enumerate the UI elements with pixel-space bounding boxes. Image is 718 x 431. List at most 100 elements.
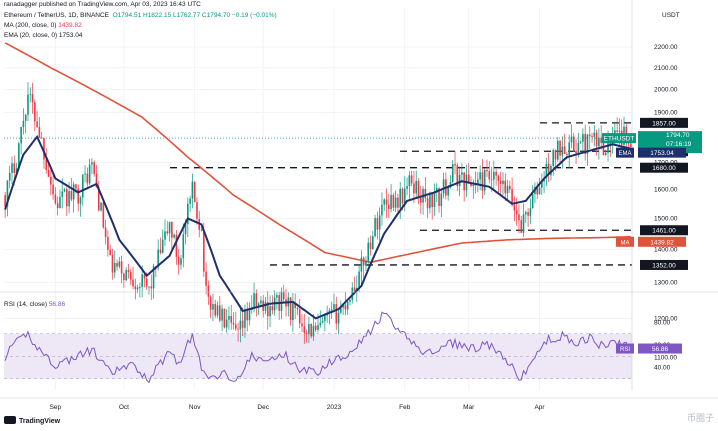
candle bbox=[298, 299, 301, 329]
tag-box bbox=[638, 147, 686, 158]
candle-body bbox=[104, 227, 107, 238]
tradingview-brand[interactable]: TradingView bbox=[4, 416, 60, 425]
candle-body bbox=[346, 301, 349, 310]
candle bbox=[346, 299, 349, 315]
ma-legend[interactable]: MA (200, close, 0) 1439.82 bbox=[4, 22, 82, 29]
candle bbox=[266, 290, 269, 330]
candle-body bbox=[518, 214, 520, 221]
candle-body bbox=[56, 203, 59, 209]
candle-body bbox=[173, 234, 175, 238]
candle-body bbox=[360, 257, 363, 272]
candle-body bbox=[264, 302, 267, 311]
candle-body bbox=[310, 324, 312, 337]
level-tag bbox=[640, 162, 688, 173]
candle-body bbox=[595, 132, 598, 147]
candle-body bbox=[369, 242, 372, 249]
candle bbox=[506, 179, 509, 201]
candle bbox=[54, 187, 57, 205]
candle bbox=[623, 116, 625, 148]
candle bbox=[360, 250, 363, 285]
candle-body bbox=[97, 187, 100, 211]
candle bbox=[442, 172, 445, 199]
candle bbox=[531, 185, 534, 209]
candle-body bbox=[303, 326, 306, 333]
candle bbox=[276, 292, 278, 310]
candle-body bbox=[13, 163, 16, 173]
candle bbox=[465, 164, 468, 197]
rsi-legend[interactable]: RSI (14, close) 56.86 bbox=[4, 301, 66, 308]
candle bbox=[563, 133, 566, 155]
candle-body bbox=[196, 202, 198, 220]
candle bbox=[392, 193, 395, 211]
level-label: 1352.00 bbox=[652, 262, 676, 269]
candle bbox=[118, 256, 121, 269]
candle-body bbox=[50, 176, 52, 185]
price-tick-label: 2200.00 bbox=[654, 44, 678, 51]
candle bbox=[246, 301, 249, 332]
candle-body bbox=[93, 162, 96, 174]
candle bbox=[467, 162, 470, 183]
candle-body bbox=[134, 286, 137, 290]
ma-200-line bbox=[4, 42, 631, 264]
candle-body bbox=[440, 193, 443, 207]
price-tick-label: 2000.00 bbox=[654, 87, 678, 94]
candle-body bbox=[413, 183, 415, 194]
candle bbox=[216, 301, 219, 319]
candle-body bbox=[54, 194, 57, 204]
tag-symbol-box bbox=[602, 133, 636, 144]
candle bbox=[365, 256, 367, 271]
candle bbox=[38, 117, 41, 139]
candle-body bbox=[95, 173, 98, 188]
candle-body bbox=[376, 218, 379, 230]
candle bbox=[180, 254, 182, 270]
candle bbox=[337, 308, 340, 335]
ema-legend[interactable]: EMA (20, close, 0) 1753.04 bbox=[4, 32, 83, 39]
candle-body bbox=[410, 175, 413, 184]
candle-body bbox=[504, 180, 507, 194]
candle bbox=[451, 159, 454, 184]
candle bbox=[232, 312, 235, 330]
candle-body bbox=[269, 306, 271, 317]
candle-body bbox=[540, 181, 543, 188]
candle bbox=[454, 151, 456, 175]
candle bbox=[588, 126, 591, 150]
candle-body bbox=[216, 305, 219, 316]
candle bbox=[440, 188, 443, 218]
candle bbox=[477, 171, 479, 193]
candle bbox=[417, 178, 420, 204]
candle-body bbox=[458, 174, 461, 187]
candle-body bbox=[515, 210, 518, 215]
candle-body bbox=[563, 146, 566, 154]
candle bbox=[4, 192, 6, 219]
candles[interactable] bbox=[4, 82, 632, 344]
candle bbox=[461, 163, 463, 184]
candle-body bbox=[397, 197, 399, 208]
candle-body bbox=[559, 140, 561, 156]
candle-body bbox=[509, 185, 511, 190]
ohlc-values: O1794.51 H1822.15 L1762.77 C1794.70 −0.1… bbox=[112, 12, 277, 19]
candle-body bbox=[349, 299, 351, 302]
candle bbox=[77, 184, 80, 212]
candle-body bbox=[301, 323, 303, 327]
candle-body bbox=[342, 304, 344, 308]
ema-line bbox=[4, 134, 632, 320]
candle bbox=[125, 267, 127, 282]
candle bbox=[20, 126, 22, 155]
candle bbox=[419, 185, 422, 214]
candle bbox=[502, 172, 504, 196]
candle-body bbox=[200, 229, 203, 231]
price-tick-label: 1600.00 bbox=[654, 187, 678, 194]
candle bbox=[422, 185, 424, 215]
candle-body bbox=[614, 130, 616, 135]
candle bbox=[579, 140, 582, 144]
candle-body bbox=[461, 172, 463, 175]
candle-body bbox=[392, 194, 395, 208]
candle bbox=[572, 132, 575, 152]
candle bbox=[129, 268, 132, 286]
candle bbox=[205, 262, 207, 295]
candle-body bbox=[148, 286, 150, 288]
x-tick-label: Mar bbox=[463, 404, 475, 411]
tag-value: 1794.70 bbox=[666, 132, 690, 139]
candle-body bbox=[292, 303, 294, 321]
candle-body bbox=[100, 202, 102, 211]
